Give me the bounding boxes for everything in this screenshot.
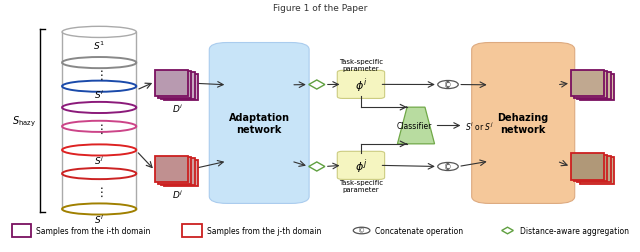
Text: Samples from the i-th domain: Samples from the i-th domain <box>36 226 150 235</box>
FancyBboxPatch shape <box>472 43 575 204</box>
Text: $S^I$: $S^I$ <box>94 212 104 225</box>
FancyBboxPatch shape <box>155 156 188 183</box>
Polygon shape <box>397 108 435 144</box>
Polygon shape <box>308 81 325 90</box>
Text: $S_{\mathrm{hazy}}$: $S_{\mathrm{hazy}}$ <box>12 114 36 128</box>
Text: $S^i$: $S^i$ <box>94 89 104 101</box>
Text: ©: © <box>444 81 452 90</box>
Text: Distance-aware aggregation: Distance-aware aggregation <box>520 226 628 235</box>
Text: ©: © <box>444 162 452 171</box>
Text: Samples from the j-th domain: Samples from the j-th domain <box>207 226 322 235</box>
FancyBboxPatch shape <box>182 224 202 237</box>
FancyBboxPatch shape <box>164 160 198 186</box>
Text: $\vdots$: $\vdots$ <box>95 69 104 82</box>
Text: Classifier: Classifier <box>396 121 432 131</box>
Text: ©: © <box>358 228 365 234</box>
Ellipse shape <box>62 27 136 38</box>
FancyBboxPatch shape <box>574 155 607 181</box>
FancyBboxPatch shape <box>577 156 611 183</box>
Text: $\vdots$: $\vdots$ <box>95 123 104 136</box>
Text: Figure 1 of the Paper: Figure 1 of the Paper <box>273 4 367 13</box>
FancyBboxPatch shape <box>161 73 195 100</box>
Circle shape <box>353 227 370 234</box>
Ellipse shape <box>62 81 136 92</box>
FancyBboxPatch shape <box>571 71 604 97</box>
FancyBboxPatch shape <box>164 74 198 101</box>
Text: $\phi^j$: $\phi^j$ <box>355 156 367 175</box>
Text: Task-specific
parameter: Task-specific parameter <box>339 179 383 192</box>
Text: Adaptation
network: Adaptation network <box>228 113 290 134</box>
Ellipse shape <box>62 168 136 179</box>
FancyBboxPatch shape <box>337 71 385 99</box>
FancyBboxPatch shape <box>580 74 614 101</box>
Text: $D^j$: $D^j$ <box>172 188 184 200</box>
Text: $S^1$: $S^1$ <box>93 39 105 52</box>
Ellipse shape <box>62 103 136 114</box>
FancyBboxPatch shape <box>337 152 385 180</box>
Text: $\phi^i$: $\phi^i$ <box>355 76 367 94</box>
FancyBboxPatch shape <box>161 159 195 185</box>
FancyBboxPatch shape <box>577 73 611 100</box>
Text: Dehazing
network: Dehazing network <box>497 113 549 134</box>
Circle shape <box>438 163 458 171</box>
FancyBboxPatch shape <box>158 72 191 98</box>
FancyBboxPatch shape <box>12 224 31 237</box>
Ellipse shape <box>62 58 136 69</box>
Bar <box>62 33 136 209</box>
FancyBboxPatch shape <box>571 154 604 180</box>
Circle shape <box>438 81 458 89</box>
Ellipse shape <box>62 121 136 132</box>
FancyBboxPatch shape <box>580 158 614 184</box>
Text: $S^i$ or $S^j$: $S^i$ or $S^j$ <box>465 120 494 132</box>
Polygon shape <box>308 162 325 171</box>
FancyBboxPatch shape <box>209 43 309 204</box>
Ellipse shape <box>62 145 136 156</box>
Text: $\vdots$: $\vdots$ <box>95 185 104 198</box>
FancyBboxPatch shape <box>155 71 188 97</box>
FancyBboxPatch shape <box>574 72 607 98</box>
FancyBboxPatch shape <box>158 158 191 184</box>
Ellipse shape <box>62 204 136 215</box>
Text: Task-specific
parameter: Task-specific parameter <box>339 59 383 72</box>
Polygon shape <box>502 227 513 234</box>
Text: Concatenate operation: Concatenate operation <box>375 226 463 235</box>
Text: $D^i$: $D^i$ <box>172 102 184 114</box>
Text: $S^j$: $S^j$ <box>94 154 104 166</box>
